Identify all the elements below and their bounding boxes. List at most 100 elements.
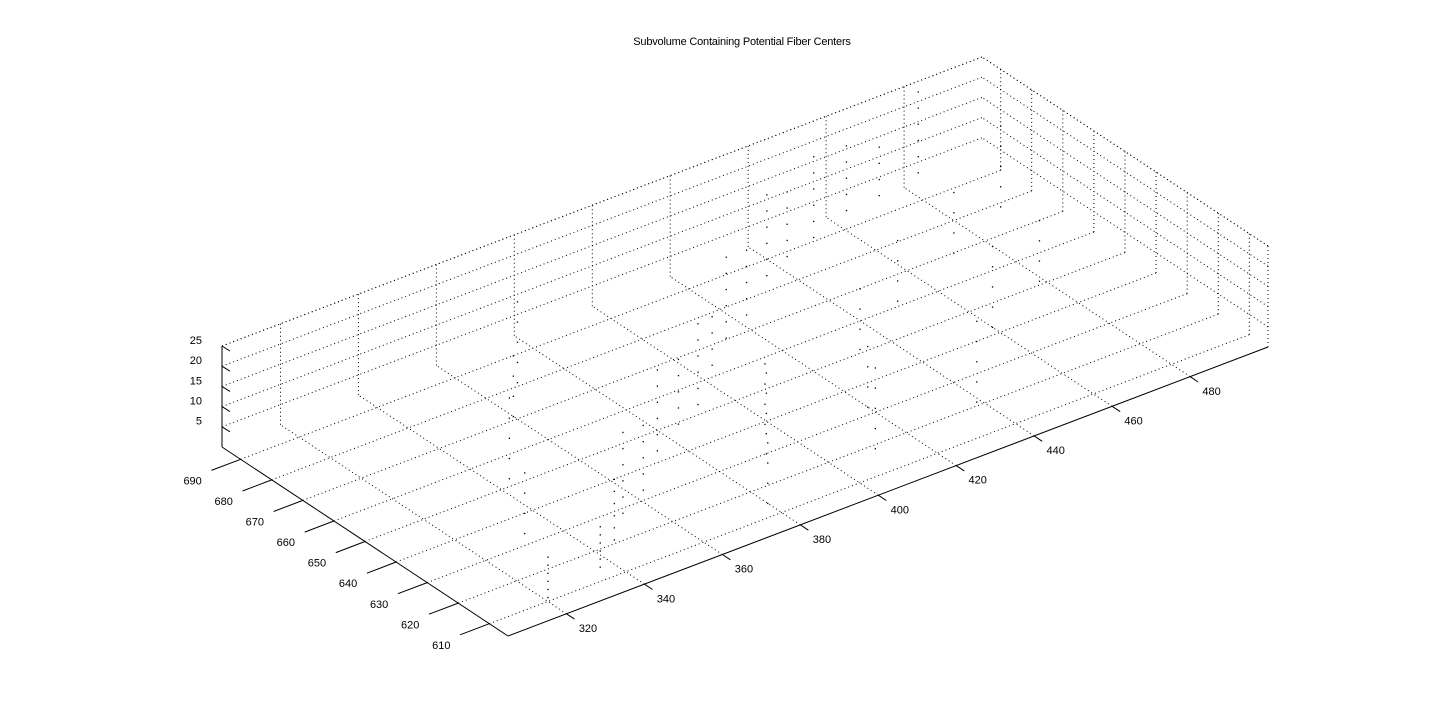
data-point <box>524 532 526 535</box>
data-point <box>766 275 768 277</box>
data-point <box>859 328 861 330</box>
data-point <box>725 321 727 323</box>
data-point <box>1000 165 1002 168</box>
data-point <box>917 139 919 142</box>
grid-line <box>981 117 1269 308</box>
data-point <box>897 300 899 302</box>
data-point <box>711 332 713 334</box>
x-tick-label: 400 <box>891 504 909 516</box>
z-tick-label: 5 <box>196 416 202 428</box>
data-point <box>697 339 699 341</box>
data-point <box>767 442 769 444</box>
data-point <box>599 566 601 568</box>
data-point <box>766 258 768 261</box>
data-point <box>697 371 699 373</box>
data-point <box>613 478 615 480</box>
data-point <box>765 433 767 435</box>
axes <box>211 345 1269 637</box>
data-point <box>976 401 978 403</box>
data-point <box>991 245 994 248</box>
x-tick-label: 380 <box>813 534 831 546</box>
data-point <box>745 314 748 316</box>
data-point <box>917 123 919 125</box>
data-point <box>642 473 644 475</box>
data-point <box>766 210 768 212</box>
x-tick <box>644 583 653 590</box>
grid-line <box>221 137 983 428</box>
data-point <box>516 321 519 323</box>
data-point <box>1038 240 1041 242</box>
data-point <box>845 209 848 212</box>
y-tick-label: 680 <box>215 496 233 508</box>
data-point <box>508 478 510 480</box>
data-point <box>613 490 615 493</box>
z-tick <box>221 406 231 413</box>
data-point <box>874 387 876 389</box>
data-point <box>765 412 767 415</box>
data-point <box>874 367 876 369</box>
y-tick-label: 620 <box>401 619 419 631</box>
y-tick <box>242 479 272 492</box>
grid-line <box>825 216 1113 407</box>
data-point <box>867 345 869 348</box>
data-point <box>512 375 514 377</box>
data-point <box>976 361 978 363</box>
grid-line <box>302 210 1063 501</box>
x-tick <box>1033 435 1043 442</box>
data-point <box>1000 206 1002 208</box>
data-point <box>508 437 510 439</box>
data-point <box>711 364 713 366</box>
data-point <box>766 242 768 244</box>
z-tick-label: 25 <box>190 335 202 347</box>
z-tick <box>221 385 231 392</box>
data-point <box>813 236 815 239</box>
data-point <box>867 366 869 368</box>
x-axis-line <box>507 346 1269 637</box>
x-tick <box>566 613 575 620</box>
data-point <box>874 448 876 450</box>
data-point <box>547 572 549 574</box>
data-point <box>516 301 519 303</box>
data-point <box>976 381 978 383</box>
data-point <box>516 382 519 384</box>
data-point <box>976 340 978 343</box>
data-point <box>512 415 514 418</box>
data-point <box>765 392 767 394</box>
data-point <box>725 272 727 274</box>
data-point <box>859 288 861 290</box>
y-tick-label: 670 <box>246 517 264 529</box>
x-tick <box>1189 376 1199 383</box>
data-point <box>677 423 680 425</box>
data-point <box>725 337 727 339</box>
data-point <box>677 375 680 377</box>
data-point <box>991 286 994 288</box>
data-point <box>599 550 601 552</box>
grid-line <box>427 293 1188 584</box>
y-tick <box>366 561 397 574</box>
data-point <box>642 489 644 491</box>
x-tick <box>1111 405 1121 413</box>
z-tick-label: 20 <box>190 355 202 367</box>
x-tick-label: 460 <box>1124 416 1142 428</box>
data-point <box>599 558 601 560</box>
y-tick <box>211 458 241 471</box>
data-point <box>878 178 880 181</box>
data-point <box>764 403 766 405</box>
data-point <box>508 397 510 399</box>
x-tick-label: 440 <box>1047 445 1065 457</box>
y-tick <box>335 541 366 554</box>
data-point <box>508 457 510 460</box>
x-tick <box>878 494 887 501</box>
data-point <box>1038 280 1041 282</box>
data-point <box>765 372 767 374</box>
x-tick-label: 320 <box>579 623 597 635</box>
grid-line <box>981 96 1269 287</box>
grid-line <box>221 56 983 347</box>
data-point <box>745 249 748 251</box>
grid-line <box>458 313 1219 604</box>
y-tick <box>304 520 335 533</box>
data-point <box>613 527 615 529</box>
data-point <box>953 212 955 214</box>
data-point <box>867 406 869 408</box>
data-point <box>917 107 919 109</box>
